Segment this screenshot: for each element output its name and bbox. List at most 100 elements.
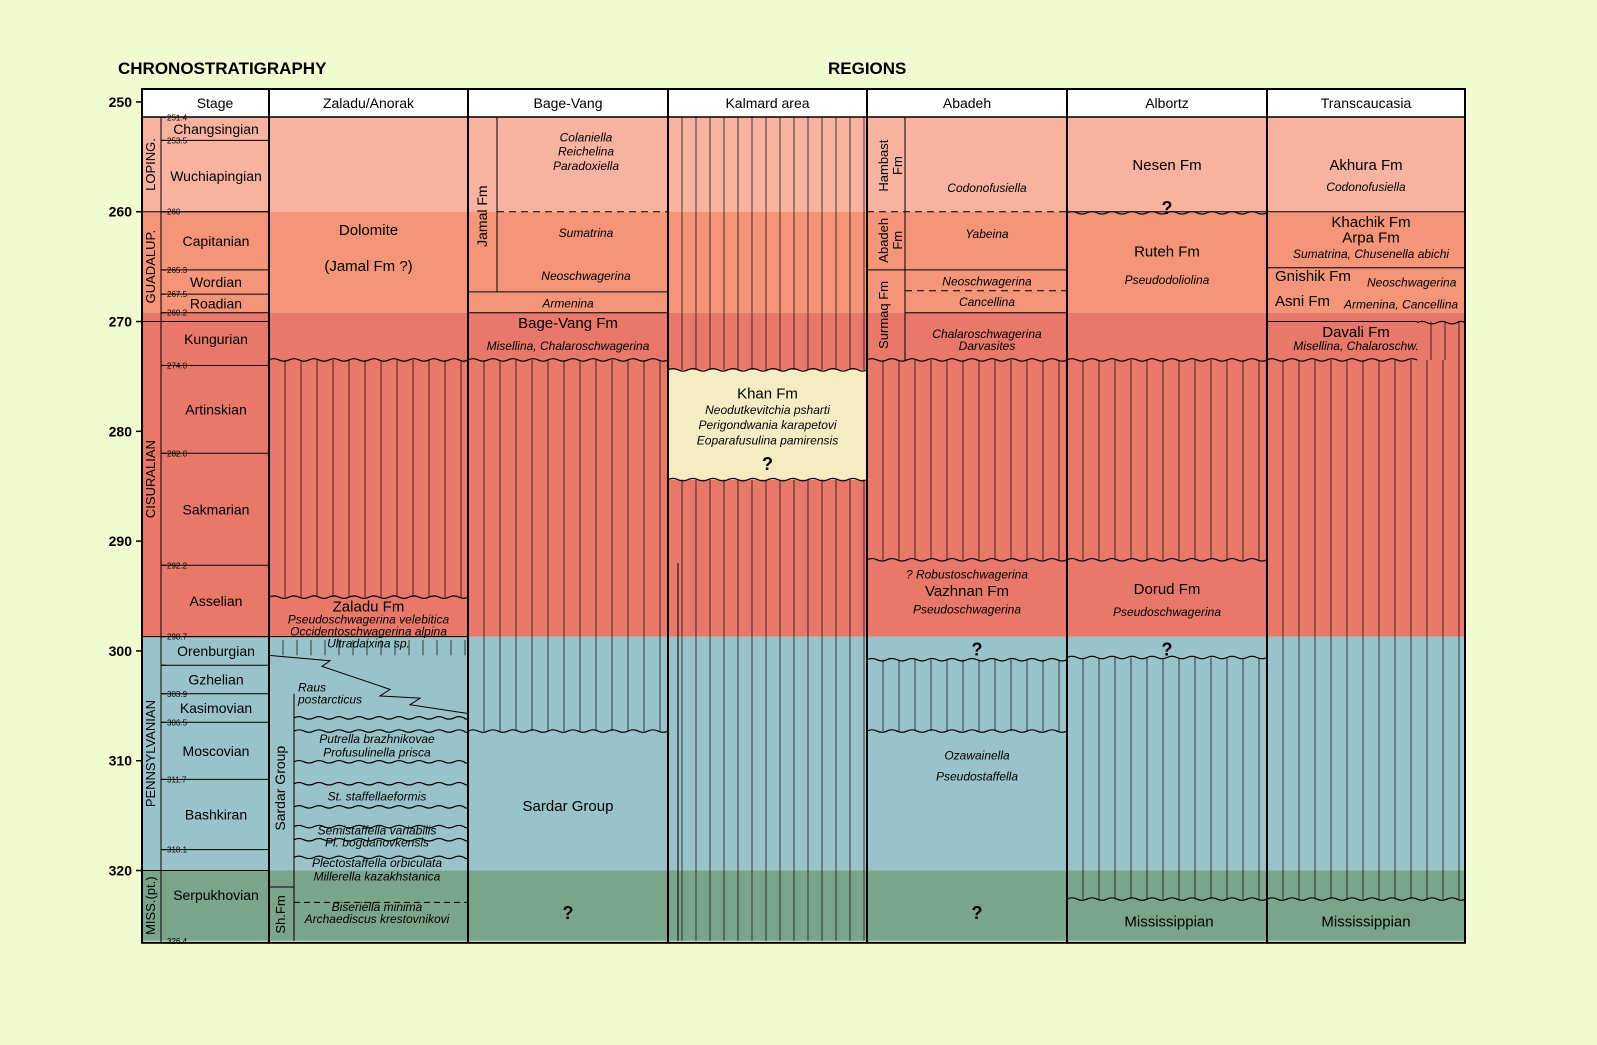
- chart-frame: [141, 88, 1466, 944]
- fossil-label: Misellina, Chalaroschwagerina: [487, 339, 650, 353]
- series-label: GUADALUP.: [143, 230, 158, 303]
- abadeh-hiatus-upper: [882, 359, 1060, 560]
- fossil-label: Eoparafusulina pamirensis: [697, 434, 838, 448]
- age-label: 292.2: [167, 561, 188, 570]
- nesen-fm-label: Nesen Fm: [1132, 157, 1201, 174]
- jamal-fm-vertical-label: Jamal Fm: [474, 185, 490, 246]
- sardar-fossil-label: Pl. bogdanovkensis: [325, 835, 429, 849]
- sardar-bed-3: [293, 781, 469, 786]
- sh-fm-label: Sh.Fm: [273, 895, 288, 933]
- fossil-label: Reichelina: [558, 145, 614, 159]
- abadeh-unconformity-3: [866, 657, 1068, 662]
- zaladu-unconformity-base: [268, 595, 469, 599]
- khan-base: [667, 477, 868, 482]
- stage-label: Moscovian: [183, 743, 250, 759]
- fossil-label: Pseudodoliolina: [1125, 273, 1210, 287]
- column-header: Transcaucasia: [1321, 95, 1412, 111]
- fossil-label: Occidentoschwagerina alpina: [290, 625, 447, 639]
- stage-label: Sakmarian: [183, 501, 250, 517]
- sardar-fossil-label: St. staffellaeformis: [328, 789, 427, 803]
- khan-top: [667, 367, 868, 372]
- mississippian-label: Mississippian: [1124, 914, 1213, 931]
- age-label: 306.5: [167, 718, 188, 727]
- fossil-label: Cancellina: [959, 295, 1015, 309]
- abadeh-hiatus-lower: [882, 659, 1060, 732]
- albortz-hiatus-lower: [1082, 657, 1260, 900]
- series-label: PENNSYLVANIAN: [143, 700, 158, 807]
- axis-tick-label: 310: [109, 753, 133, 769]
- surmaq-fm-label: Surmaq Fm: [876, 281, 891, 349]
- bage-unconformity-base: [467, 729, 669, 733]
- sardar-group-label: Sardar Group: [272, 746, 288, 831]
- transcaucasia-guadalupian: [1267, 211, 1465, 313]
- axis-tick-label: 270: [109, 314, 133, 330]
- bage-hiatus: [483, 359, 661, 732]
- stage-label: Kungurian: [184, 331, 248, 347]
- zaladu-fm-label: Zaladu Fm: [333, 598, 405, 615]
- fossil-label: Misellina, Chalaroschw.: [1293, 339, 1418, 353]
- raus-interfinger-line: [268, 654, 469, 715]
- transcaucasia-unconformity-1: [1266, 358, 1418, 362]
- fossil-label: Pseudoschwagerina: [1113, 605, 1221, 619]
- transcaucasia-hiatus-side: [1430, 321, 1460, 360]
- sardar-bed-1: [293, 729, 469, 733]
- stage-label: Capitanian: [183, 233, 250, 249]
- age-label: 251.4: [167, 113, 188, 122]
- column-header: Abadeh: [943, 95, 991, 111]
- dolomite-label: Dolomite: [339, 222, 398, 239]
- axis-tick-label: 260: [109, 204, 133, 220]
- question-mark: ?: [563, 903, 574, 923]
- abadeh-unconformity-2: [866, 557, 1068, 562]
- sardar-fossil-label: Millerella kazakhstanica: [314, 869, 441, 883]
- question-mark: ?: [972, 903, 983, 923]
- series-label: CISURALIAN: [143, 440, 158, 518]
- stage-label: Serpukhovian: [173, 887, 259, 903]
- age-label: 282.0: [167, 449, 188, 458]
- arpa-fm-label: Arpa Fm: [1342, 229, 1400, 246]
- axis-tick-label: 300: [109, 643, 133, 659]
- fossil-label: Codonofusiella: [1326, 180, 1406, 194]
- raus-label: Raus: [298, 681, 326, 695]
- sardar-fossil-label: Putrella brazhnikovae: [319, 732, 435, 746]
- stage-label: Kasimovian: [180, 700, 252, 716]
- fossil-label: ? Robustoschwagerina: [906, 567, 1028, 581]
- age-label: 267.5: [167, 290, 188, 299]
- fossil-label: Chalaroschwagerina: [932, 327, 1042, 341]
- sardar-bed-7: [293, 855, 469, 860]
- orenburgian-hatch: [282, 639, 466, 656]
- period-band: [142, 117, 1465, 212]
- jamal-fm-label: (Jamal Fm ?): [324, 258, 412, 275]
- stage-label: Gzhelian: [188, 671, 243, 687]
- question-mark: ?: [972, 639, 983, 659]
- sardar-bed-0: [293, 716, 469, 720]
- sardar-group-label: Sardar Group: [523, 798, 614, 815]
- khan-fm-fill: [669, 369, 866, 480]
- fossil-label: Ozawainella: [944, 749, 1010, 763]
- hambast-fm-label: Fm: [890, 156, 905, 175]
- fossil-label: Neoschwagerina: [1367, 275, 1457, 289]
- akhura-fm-label: Akhura Fm: [1329, 157, 1402, 174]
- sardar-bed-2: [293, 759, 469, 764]
- sardar-fossil-label: Profusulinella prisca: [323, 745, 431, 759]
- age-label: 265.3: [167, 266, 188, 275]
- column-header: Albortz: [1145, 95, 1189, 111]
- asni-fm-label: Asni Fm: [1275, 293, 1330, 310]
- davali-fm-label: Davali Fm: [1322, 324, 1390, 341]
- series-label: MISS.(pt.): [143, 876, 158, 935]
- kalmard-hiatus-upper: [681, 117, 865, 370]
- fossil-label: Neoschwagerina: [942, 274, 1032, 288]
- fossil-label: Pseudostaffella: [936, 769, 1018, 783]
- stage-label: Asselian: [190, 593, 243, 609]
- question-mark: ?: [1162, 198, 1173, 218]
- age-label: 298.7: [167, 633, 188, 642]
- sardar-fossil-label: Plectostaffella orbiculata: [312, 856, 442, 870]
- chronostratigraphy-header: CHRONOSTRATIGRAPHY: [118, 59, 327, 78]
- regions-header: REGIONS: [828, 59, 907, 78]
- dorud-fm-label: Dorud Fm: [1134, 581, 1201, 598]
- stage-label: Changsingian: [173, 121, 259, 137]
- column-header: Stage: [197, 95, 234, 111]
- axis-tick-label: 250: [109, 94, 133, 110]
- khan-fm-label: Khan Fm: [737, 385, 798, 402]
- abadeh-fm-label: Abadeh: [876, 218, 891, 263]
- albortz-unconformity-3: [1066, 557, 1268, 562]
